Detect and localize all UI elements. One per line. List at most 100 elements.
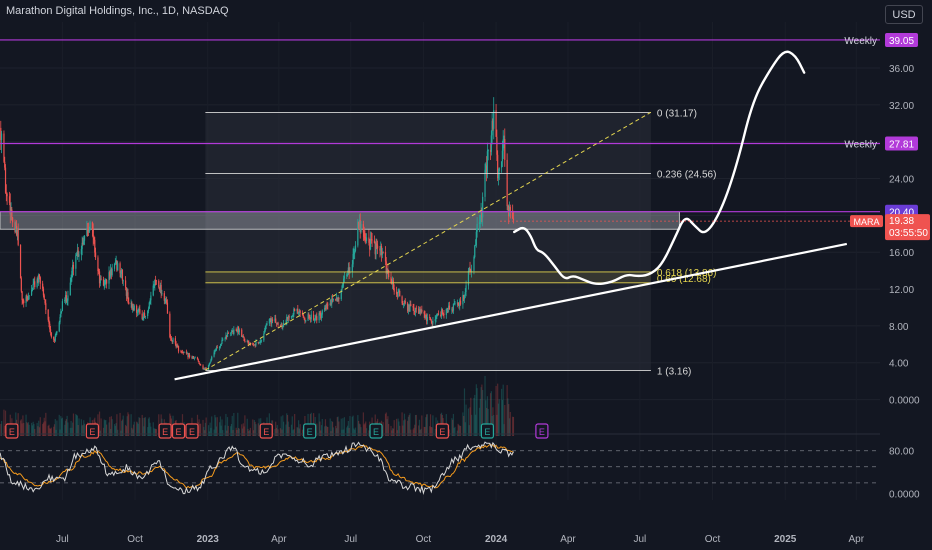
candle-body [302, 314, 304, 318]
candle-body [259, 342, 261, 343]
volume-bar [246, 418, 248, 436]
candle-body [81, 242, 83, 249]
volume-bar [141, 414, 143, 436]
candle-body [154, 279, 156, 286]
candle-body [506, 159, 508, 207]
candle-body [196, 357, 199, 360]
candle-body [504, 139, 506, 160]
candle-body [0, 133, 3, 141]
volume-bar [336, 417, 338, 436]
volume-bar [53, 424, 56, 436]
volume-bar [230, 423, 233, 436]
candle-body [65, 295, 67, 302]
volume-bar [50, 427, 52, 436]
candle-body [338, 298, 340, 300]
dashed-trendline [205, 111, 652, 371]
volume-bar [421, 415, 423, 436]
candle-body [108, 272, 110, 284]
volume-bar [258, 418, 260, 436]
candle-body [474, 245, 477, 247]
candle-body [72, 264, 75, 269]
volume-bar [205, 417, 207, 436]
candle-body [257, 341, 259, 344]
candle-body [32, 283, 34, 290]
volume-bar [407, 416, 410, 436]
volume-bar [154, 428, 156, 436]
candle-body [443, 313, 445, 315]
volume-bar [58, 414, 60, 436]
earnings-marker-label: E [539, 427, 545, 437]
candle-body [56, 331, 58, 334]
volume-bar [254, 421, 256, 436]
volume-bar [392, 428, 394, 436]
candle-body [161, 293, 163, 295]
candle-body [87, 229, 90, 233]
volume-bar [220, 425, 222, 436]
candle-body [463, 294, 466, 300]
volume-bar [213, 429, 215, 436]
volume-bar [0, 423, 2, 436]
candle-body [244, 341, 246, 342]
candle-body [205, 368, 207, 370]
candle-body [403, 303, 405, 305]
candle-body [183, 351, 185, 353]
candle-body [413, 307, 415, 311]
level-price-text: 20.40 [889, 208, 914, 219]
earnings-marker [85, 423, 100, 439]
volume-bar [459, 425, 461, 436]
candle-body [93, 237, 95, 240]
candle-body [285, 322, 287, 324]
volume-bar [387, 416, 389, 436]
candle-body [387, 268, 389, 271]
volume-bar [242, 423, 244, 436]
candle-body [392, 280, 394, 284]
candle-body [125, 280, 127, 288]
volume-bar [238, 428, 240, 436]
candle-body [185, 351, 188, 354]
candle-body [33, 281, 35, 284]
y-tick-label: 24.00 [889, 175, 914, 186]
volume-bar [78, 418, 80, 436]
candle-body [61, 310, 63, 312]
volume-bar [127, 412, 129, 436]
candle-body [220, 343, 222, 346]
earnings-marker-label: E [307, 427, 313, 437]
candle-body [370, 238, 372, 240]
candle-body [274, 318, 276, 321]
candle-body [421, 309, 423, 312]
volume-bar [26, 422, 28, 436]
candle-body [371, 239, 373, 241]
candle-body [137, 309, 139, 313]
candle-body [15, 225, 18, 235]
volume-bar [36, 422, 38, 436]
candle-body [113, 263, 116, 269]
candle-body [331, 298, 334, 300]
earnings-marker-label: E [162, 427, 168, 437]
candle-body [352, 253, 354, 265]
fib-label: 0.66 (12.68) [657, 274, 711, 285]
fib-label: 0 (31.17) [657, 109, 697, 120]
volume-bar [395, 418, 398, 436]
level-price-text: 39.05 [889, 36, 914, 47]
candle-body [192, 356, 194, 359]
volume-bar [98, 411, 101, 436]
candle-body [342, 282, 344, 286]
candle-body [49, 323, 51, 330]
candle-body [209, 362, 211, 364]
volume-bar [106, 424, 108, 436]
candle-body [507, 205, 509, 207]
candle-body [297, 312, 300, 314]
volume-bar [316, 423, 318, 436]
candle-body [393, 288, 395, 292]
volume-bar [59, 429, 61, 436]
candle-body [75, 255, 77, 269]
candle-body [484, 169, 486, 197]
currency-button[interactable]: USD [885, 5, 923, 24]
volume-bar [255, 424, 257, 436]
x-tick-label: 2025 [774, 534, 797, 545]
candle-body [83, 240, 85, 244]
volume-bar [132, 424, 135, 436]
y-tick-label: 16.00 [889, 248, 914, 259]
volume-bar [332, 427, 334, 436]
